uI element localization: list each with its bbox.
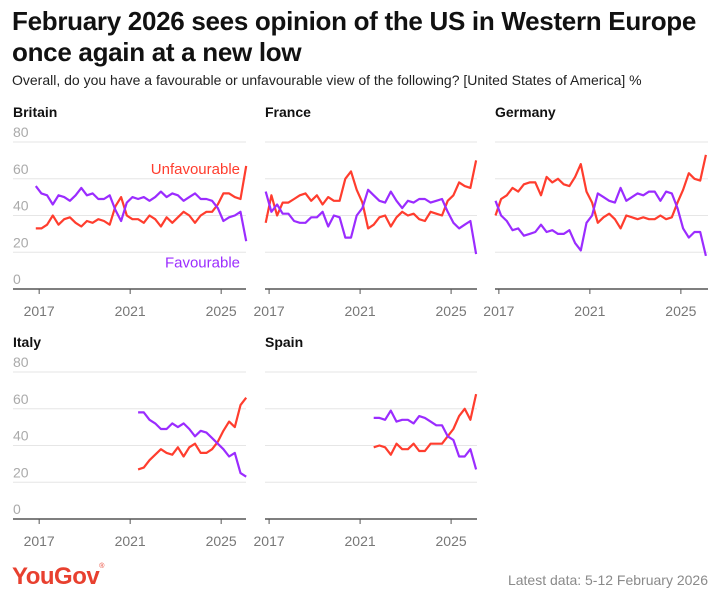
x-tick-label: 2021 bbox=[574, 303, 605, 319]
latest-data-note: Latest data: 5-12 February 2026 bbox=[507, 572, 708, 588]
x-tick-label: 2017 bbox=[24, 533, 55, 549]
panel-title: Britain bbox=[13, 104, 57, 120]
x-tick-label: 2025 bbox=[665, 303, 696, 319]
y-tick-label: 60 bbox=[13, 161, 29, 177]
x-tick-label: 2017 bbox=[254, 303, 285, 319]
y-tick-label: 20 bbox=[13, 464, 29, 480]
y-tick-label: 60 bbox=[13, 391, 29, 407]
panel-title: Italy bbox=[13, 334, 41, 350]
series-line-unfavourable bbox=[137, 397, 248, 471]
y-tick-label: 0 bbox=[13, 501, 21, 517]
x-tick-label: 2021 bbox=[345, 303, 376, 319]
favourable-label: Favourable bbox=[165, 254, 240, 271]
series-line-unfavourable bbox=[494, 154, 707, 230]
x-tick-label: 2021 bbox=[115, 303, 146, 319]
x-tick-label: 2017 bbox=[24, 303, 55, 319]
y-tick-label: 0 bbox=[13, 271, 21, 287]
panel-title: Germany bbox=[495, 104, 556, 120]
panel-spain: Spain 2017 2021 2025 bbox=[254, 334, 478, 549]
unfavourable-label: Unfavourable bbox=[151, 161, 240, 178]
y-tick-label: 80 bbox=[13, 124, 29, 140]
series-line-unfavourable bbox=[264, 160, 478, 230]
series-line-favourable bbox=[494, 186, 707, 257]
series-line-favourable bbox=[373, 409, 478, 470]
series-line-unfavourable bbox=[35, 165, 248, 230]
x-tick-label: 2021 bbox=[345, 533, 376, 549]
series-line-favourable bbox=[264, 188, 478, 255]
x-tick-label: 2017 bbox=[254, 533, 285, 549]
x-tick-label: 2017 bbox=[483, 303, 514, 319]
series-line-unfavourable bbox=[373, 393, 478, 456]
panel-britain: Britain 0 20 40 60 80 2017 2021 2025 Unfavourable… bbox=[13, 104, 248, 319]
x-tick-label: 2025 bbox=[206, 303, 237, 319]
logo-text: YouGov bbox=[12, 563, 100, 590]
series-line-favourable bbox=[34, 185, 248, 242]
x-tick-label: 2025 bbox=[436, 533, 467, 549]
y-tick-label: 40 bbox=[13, 198, 29, 214]
chart-title: February 2026 sees opinion of the US in … bbox=[12, 6, 697, 67]
yougov-logo: YouGov® bbox=[12, 563, 104, 590]
x-tick-label: 2025 bbox=[436, 303, 467, 319]
chart-subtitle: Overall, do you have a favourable or unf… bbox=[12, 72, 642, 88]
series-line-favourable bbox=[138, 411, 247, 478]
panel-italy: Italy 0 20 40 60 80 2017 2021 2025 bbox=[13, 334, 248, 549]
y-tick-label: 80 bbox=[13, 354, 29, 370]
panel-title: France bbox=[265, 104, 311, 120]
panel-title: Spain bbox=[265, 334, 303, 350]
x-tick-label: 2021 bbox=[115, 533, 146, 549]
y-tick-label: 20 bbox=[13, 234, 29, 250]
x-tick-label: 2025 bbox=[206, 533, 237, 549]
panel-germany: Germany 2017 2021 2025 bbox=[483, 104, 708, 319]
y-tick-label: 40 bbox=[13, 428, 29, 444]
panel-france: France 2017 2021 2025 bbox=[254, 104, 478, 319]
